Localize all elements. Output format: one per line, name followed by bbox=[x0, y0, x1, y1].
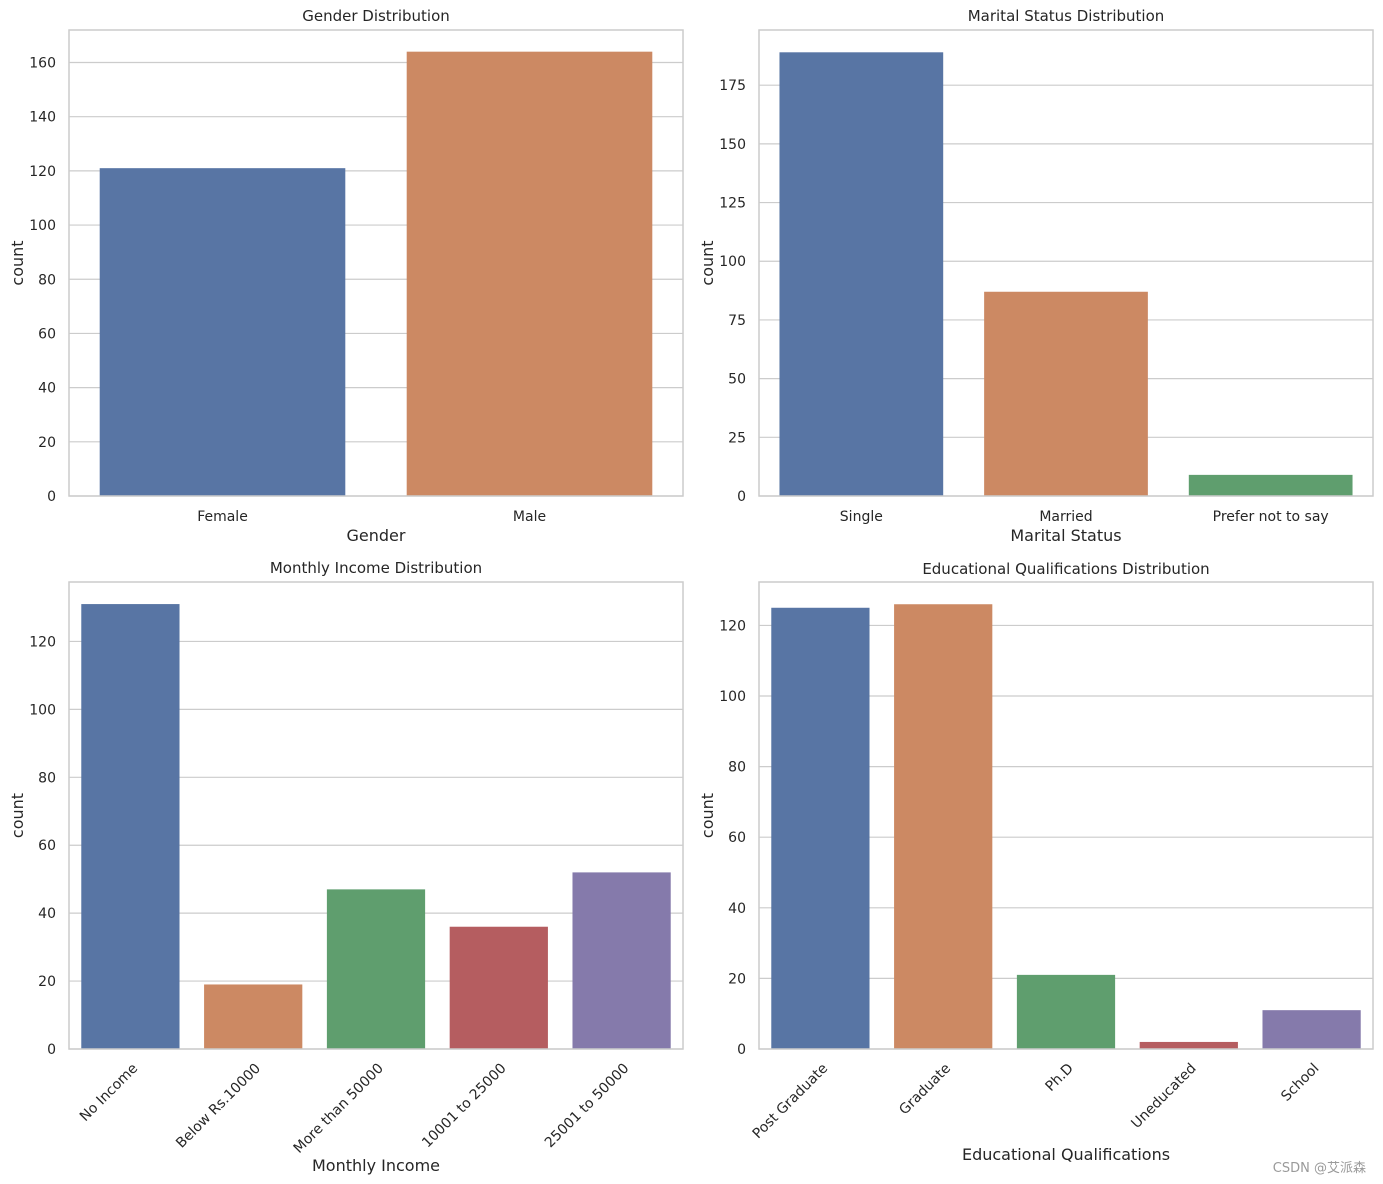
y-tick-label: 60 bbox=[728, 830, 746, 846]
y-tick-label: 140 bbox=[29, 110, 56, 126]
y-tick-label: 60 bbox=[38, 326, 56, 342]
x-tick-label-prefer-not-to-say: Prefer not to say bbox=[1213, 509, 1329, 525]
watermark: CSDN @艾派森 bbox=[1273, 1161, 1366, 1176]
y-tick-label: 40 bbox=[728, 901, 746, 917]
y-tick-label: 40 bbox=[38, 381, 56, 397]
y-tick-label: 125 bbox=[719, 196, 746, 212]
gender-distribution-chart: 0 20 40 60 80 100 120 140 160 Female Male Gender Di… bbox=[8, 7, 684, 545]
y-axis-label: count bbox=[698, 240, 717, 285]
marital-status-distribution-chart: 0 25 50 75 100 125 150 175 Single Married Prefer n… bbox=[698, 7, 1374, 545]
y-tick-label: 150 bbox=[719, 137, 746, 153]
bar-10001-to-25000 bbox=[449, 926, 548, 1049]
y-axis-label: count bbox=[8, 240, 27, 285]
bar-single bbox=[779, 52, 944, 496]
y-tick-label: 20 bbox=[38, 974, 56, 990]
y-tick-label: 100 bbox=[719, 689, 746, 705]
bar-uneducated bbox=[1139, 1041, 1238, 1049]
chart-title: Educational Qualifications Distribution bbox=[922, 560, 1209, 578]
bar-married bbox=[984, 291, 1148, 496]
y-axis-label: count bbox=[8, 793, 27, 838]
bar-female bbox=[99, 168, 346, 496]
chart-title: Marital Status Distribution bbox=[968, 7, 1165, 25]
x-tick-label-female: Female bbox=[197, 509, 248, 525]
bar-no-income bbox=[81, 604, 180, 1049]
bar-25001-to-50000 bbox=[572, 872, 671, 1049]
bar-school bbox=[1262, 1010, 1361, 1049]
y-tick-label: 20 bbox=[728, 971, 746, 987]
y-tick-label: 0 bbox=[737, 489, 746, 505]
bar-male bbox=[406, 51, 653, 497]
axes-frame bbox=[758, 29, 1374, 497]
y-tick-label: 120 bbox=[29, 164, 56, 180]
x-axis-label: Monthly Income bbox=[312, 1156, 440, 1175]
x-tick-label-single: Single bbox=[840, 509, 883, 525]
y-tick-label: 20 bbox=[38, 435, 56, 451]
y-tick-label: 40 bbox=[38, 906, 56, 922]
y-tick-label: 80 bbox=[38, 770, 56, 786]
y-axis-label: count bbox=[698, 793, 717, 838]
y-tick-label: 160 bbox=[29, 56, 56, 72]
y-tick-label: 120 bbox=[29, 634, 56, 650]
x-tick-label-male: Male bbox=[513, 509, 546, 525]
axes-frame bbox=[68, 29, 684, 497]
y-tick-label: 0 bbox=[47, 1042, 56, 1058]
bar-below-rs-10000 bbox=[204, 984, 303, 1049]
bar-ph-d bbox=[1016, 974, 1116, 1049]
chart-title: Gender Distribution bbox=[302, 7, 450, 25]
y-tick-label: 60 bbox=[38, 838, 56, 854]
y-tick-label: 0 bbox=[47, 489, 56, 505]
y-tick-label: 80 bbox=[728, 760, 746, 776]
y-tick-label: 120 bbox=[719, 618, 746, 634]
axes-frame bbox=[758, 581, 1374, 1050]
y-tick-label: 80 bbox=[38, 272, 56, 288]
y-tick-label: 75 bbox=[728, 313, 746, 329]
bar-graduate bbox=[894, 604, 993, 1049]
y-tick-label: 100 bbox=[719, 254, 746, 270]
axes-frame bbox=[68, 581, 684, 1050]
bar-post-graduate bbox=[771, 607, 870, 1049]
chart-title: Monthly Income Distribution bbox=[270, 559, 482, 577]
bar-more-than-50000 bbox=[326, 889, 426, 1049]
x-tick-label-married: Married bbox=[1039, 509, 1092, 525]
x-axis-label: Marital Status bbox=[1010, 526, 1121, 545]
x-axis-label: Educational Qualifications bbox=[962, 1145, 1170, 1164]
y-tick-label: 25 bbox=[728, 430, 746, 446]
bar-prefer-not-to-say bbox=[1188, 474, 1353, 496]
y-tick-label: 100 bbox=[29, 218, 56, 234]
x-axis-label: Gender bbox=[347, 526, 406, 545]
y-tick-label: 175 bbox=[719, 78, 746, 94]
y-tick-label: 0 bbox=[737, 1042, 746, 1058]
y-tick-label: 50 bbox=[728, 372, 746, 388]
y-tick-label: 100 bbox=[29, 702, 56, 718]
